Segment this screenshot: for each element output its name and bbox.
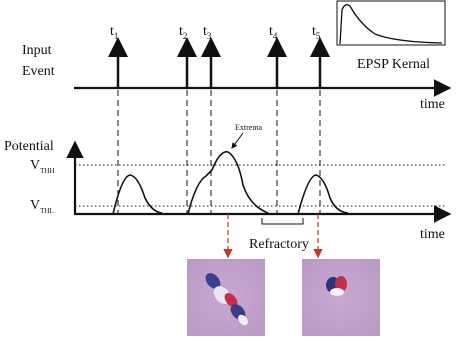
event-label: t5 [312, 24, 321, 41]
events: t1 t2 t3 t4 t5 [110, 24, 321, 214]
body: Input Event time t1t2t3t4t5 EPSP Kernal … [0, 0, 463, 337]
threshold-label: VTHL [30, 198, 54, 215]
event-label: t3 [203, 24, 212, 41]
diagram: Input Event time t1t2t3t4t5 EPSP Kernal … [0, 0, 463, 337]
extrema-arrow [232, 133, 243, 148]
event-label-sub: 4 [273, 31, 278, 41]
page: {"input": {"label_line1": "Input", "labe… [0, 0, 463, 337]
feature-image [302, 259, 380, 336]
potential-curve [298, 175, 348, 214]
event-label-sub: 2 [183, 31, 188, 41]
threshold-label-base: V [30, 198, 40, 213]
threshold-label-sub: THL [40, 207, 54, 215]
threshold-label-base: V [30, 158, 40, 173]
event-label: t1 [110, 24, 118, 41]
extrema-label: Extrema [235, 123, 263, 132]
time-label: time [420, 227, 445, 242]
input-label: Event [22, 64, 55, 79]
potential-label: Potential [4, 139, 54, 154]
event-label-sub: 3 [207, 31, 212, 41]
feature-image [187, 259, 265, 336]
threshold-label: VTHH [30, 158, 55, 175]
potential-curve [188, 152, 268, 214]
input-label: Input [22, 43, 52, 58]
event-label: t4 [269, 24, 278, 41]
event-label-sub: 1 [114, 31, 119, 41]
threshold-label-sub: THH [40, 167, 54, 175]
refractory-bracket [262, 218, 303, 224]
event-label: t2 [179, 24, 187, 41]
potential-curve [113, 175, 162, 214]
refractory-label: Refractory [249, 237, 309, 252]
event-label-sub: 5 [316, 31, 321, 41]
time-label: time [420, 97, 445, 112]
kernel-label: EPSP Kernal [357, 57, 430, 72]
